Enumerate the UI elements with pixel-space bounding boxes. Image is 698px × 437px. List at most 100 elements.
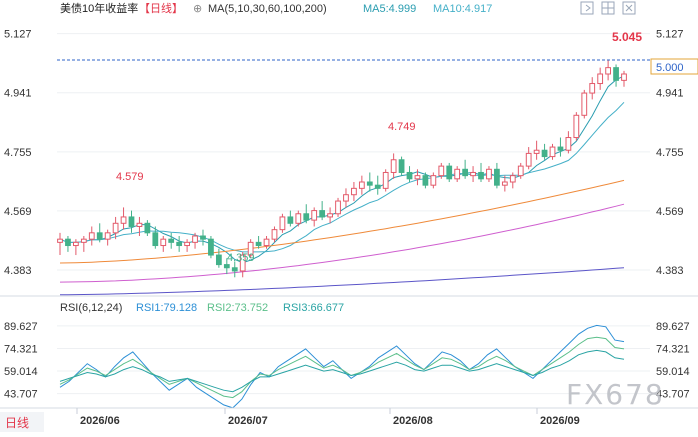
period-tab-label[interactable]: 日线: [5, 416, 29, 430]
price-tick-label-right: 4.941: [656, 88, 684, 100]
candle-body: [200, 235, 206, 240]
rsi-tick-label-right: 43.707: [656, 389, 690, 401]
price-tick-label-left: 4.383: [4, 265, 32, 277]
candle-body: [589, 83, 596, 94]
candle-body: [533, 149, 540, 154]
candle-body: [192, 235, 198, 243]
period-label[interactable]: 【日线】: [139, 1, 183, 15]
candle-body: [303, 213, 310, 221]
candle-body: [366, 181, 373, 186]
date-label: 2026/09: [540, 415, 580, 427]
candle-body: [621, 73, 627, 81]
candle-body: [327, 213, 333, 218]
candle-body: [549, 146, 556, 158]
ma5-label: MA5:4.999: [363, 3, 416, 15]
rsi-axis-left: 89.627 74.321 59.014 43.707: [4, 321, 38, 401]
candle-body: [223, 264, 230, 269]
candle-body: [80, 238, 87, 243]
watermark: FX678: [566, 378, 665, 411]
candle-body: [279, 216, 286, 231]
candle-body: [486, 168, 492, 180]
date-label: 2026/06: [80, 415, 120, 427]
expand-icon[interactable]: [580, 1, 594, 15]
add-indicator-icon[interactable]: ⊕: [193, 3, 202, 15]
ma30-line: [59, 179, 625, 264]
candle-body: [430, 175, 437, 186]
candle-body: [343, 194, 349, 202]
ma60-line: [59, 203, 625, 283]
rsi-line-rsi3: [59, 349, 625, 393]
rsi-label[interactable]: RSI(6,12,24): [60, 302, 122, 314]
period-tab[interactable]: [0, 412, 44, 432]
rsi-line-rsi1: [59, 324, 625, 409]
candle-body: [557, 146, 564, 151]
rsi-lines: [59, 324, 625, 409]
candle-body: [208, 238, 214, 256]
rsi-tick-label-left: 59.014: [4, 366, 38, 378]
candle-body: [263, 238, 270, 247]
ma10-line: [59, 101, 625, 253]
candle-body: [374, 184, 381, 189]
annotation-high-3: 5.045: [612, 30, 642, 44]
candle-body: [319, 210, 326, 218]
price-axis-left: 5.127 4.941 4.755 4.569 4.383: [4, 29, 32, 277]
candle-body: [247, 241, 254, 256]
candle-body: [351, 187, 357, 196]
chart-title: 美债10年收益率: [60, 1, 138, 15]
candle-body: [112, 222, 119, 234]
candle-body: [255, 241, 262, 247]
candle-body: [231, 267, 238, 272]
annotation-high-2: 4.749: [388, 121, 416, 133]
rsi-tick-label-left: 89.627: [4, 321, 38, 333]
candle-body: [581, 92, 588, 116]
price-tick-label-left: 5.127: [4, 29, 32, 41]
ma100-line: [59, 267, 625, 296]
candle-body: [168, 238, 175, 243]
rsi-tick-label-left: 74.321: [4, 343, 38, 355]
price-axis-right: 5.127 4.941 4.755 4.569 4.383: [656, 29, 684, 277]
candle-body: [88, 232, 95, 240]
candle-body: [184, 241, 190, 247]
moving-average-lines: [59, 75, 625, 296]
rsi-tick-label-right: 59.014: [656, 366, 690, 378]
price-tick-label-right: 4.569: [656, 206, 684, 218]
candle-body: [382, 171, 389, 189]
candle-body: [295, 213, 302, 224]
rsi-axis-right: 89.627 74.321 59.014 43.707: [656, 321, 690, 401]
candle-body: [605, 67, 611, 75]
date-axis: 2026/06 2026/07 2026/08 2026/09: [76, 408, 580, 427]
candle-body: [565, 137, 572, 151]
candle-body: [65, 238, 71, 247]
candle-body: [517, 165, 524, 177]
annotation-high-1: 4.579: [116, 171, 144, 183]
ma-label[interactable]: MA(5,10,30,60,100,200): [208, 3, 327, 15]
candle-body: [287, 216, 294, 224]
annotation-low-1: 4.359: [227, 252, 255, 264]
price-tick-label-left: 4.941: [4, 88, 32, 100]
candle-body: [454, 168, 461, 180]
candle-body: [501, 181, 508, 186]
rsi-grid: [57, 325, 650, 395]
fullscreen-icon[interactable]: [622, 1, 636, 15]
candle-body: [462, 168, 469, 177]
candle-body: [494, 168, 500, 186]
ma5-line: [59, 75, 625, 264]
candle-body: [176, 241, 183, 247]
price-grid: [57, 33, 650, 271]
current-price-tag: [650, 58, 698, 75]
candle-body: [438, 165, 445, 177]
candle-body: [446, 165, 453, 180]
price-tick-label-right: 4.383: [656, 265, 684, 277]
candle-body: [152, 232, 159, 247]
candle-body: [239, 254, 246, 272]
rsi-line-rsi2: [59, 336, 625, 399]
rsi3-label: RSI3:66.677: [283, 302, 344, 314]
price-tick-label-left: 4.755: [4, 147, 32, 159]
candle-body: [335, 200, 341, 215]
candle-body: [73, 241, 79, 247]
candle-body: [613, 67, 619, 81]
candle-body: [398, 159, 405, 173]
candle-body: [422, 175, 429, 186]
candle-body: [104, 232, 111, 240]
